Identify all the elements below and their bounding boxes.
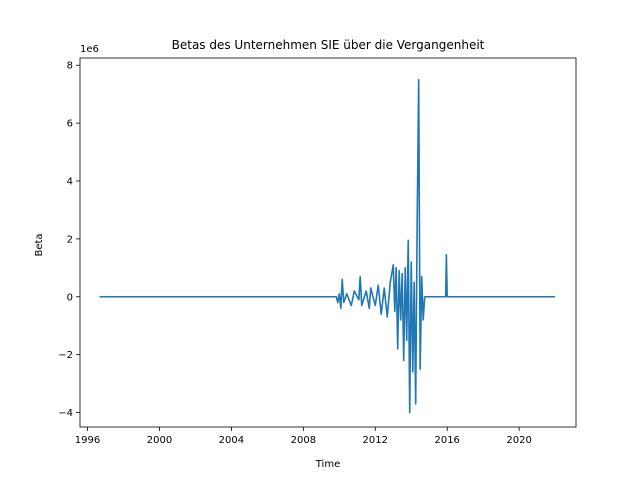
x-tick-label: 1996 bbox=[75, 435, 100, 446]
y-tick-label: 0 bbox=[67, 292, 73, 303]
x-axis-title: Time bbox=[315, 459, 340, 470]
y-tick-label: −4 bbox=[58, 408, 73, 419]
y-tick-label: 6 bbox=[67, 119, 73, 130]
y-tick-label: 2 bbox=[67, 234, 73, 245]
x-tick-label: 2016 bbox=[434, 435, 459, 446]
chart-title: Betas des Unternehmen SIE über die Verga… bbox=[172, 38, 485, 52]
y-axis: −4 −2 0 2 4 6 8 bbox=[58, 61, 80, 419]
y-offset-label: 1e6 bbox=[80, 44, 99, 55]
x-tick-label: 2004 bbox=[219, 435, 244, 446]
x-tick-label: 2012 bbox=[363, 435, 388, 446]
x-tick-label: 2020 bbox=[506, 435, 531, 446]
y-tick-label: −2 bbox=[58, 350, 73, 361]
y-tick-label: 4 bbox=[67, 177, 73, 188]
series-line bbox=[99, 78, 556, 414]
x-tick-label: 2008 bbox=[291, 435, 316, 446]
plot-frame bbox=[79, 57, 577, 428]
x-tick-label: 2000 bbox=[147, 435, 172, 446]
plot-area bbox=[79, 57, 577, 428]
y-axis-title: Beta bbox=[34, 233, 45, 256]
y-tick-label: 8 bbox=[67, 61, 73, 72]
x-axis: 1996 2000 2004 2008 2012 2016 2020 bbox=[75, 427, 532, 446]
